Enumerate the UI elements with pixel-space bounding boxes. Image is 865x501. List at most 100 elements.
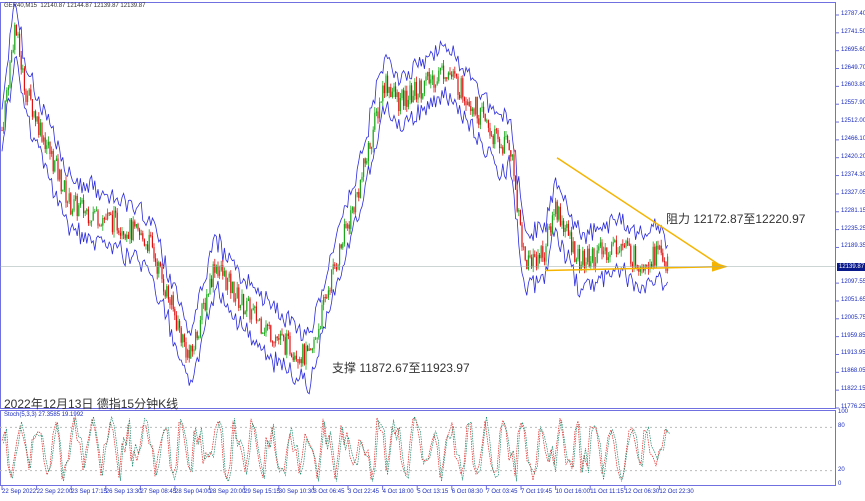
candle-body bbox=[372, 129, 374, 147]
candle-body bbox=[537, 254, 539, 268]
stochastic-label: Stoch(5,3,3) 27.3585 19.1992 bbox=[4, 412, 84, 418]
candle-body bbox=[41, 122, 43, 142]
candle-body bbox=[561, 220, 563, 226]
candle-body bbox=[183, 334, 185, 343]
y-tick-label: 11776.25 bbox=[841, 404, 865, 410]
candle-body bbox=[335, 266, 337, 270]
candle-body bbox=[20, 55, 22, 70]
candle-body bbox=[630, 245, 632, 264]
candle-body bbox=[521, 224, 523, 248]
x-tick-label: 7 Oct 19:45 bbox=[521, 489, 553, 495]
candle-body bbox=[268, 324, 270, 326]
candle-body bbox=[110, 213, 112, 216]
candle-body bbox=[145, 244, 147, 246]
candle-body bbox=[9, 61, 11, 88]
x-tick-label: 22 Sep 22:00 bbox=[36, 489, 73, 495]
candle-body bbox=[212, 264, 214, 287]
candle-body bbox=[415, 81, 417, 100]
candle-body bbox=[559, 206, 561, 226]
candle-body bbox=[631, 263, 633, 267]
candle-body bbox=[463, 97, 465, 102]
candle-body bbox=[579, 249, 581, 271]
candle-body bbox=[404, 90, 406, 106]
candle-body bbox=[473, 108, 475, 115]
y-tick-label: 12235.25 bbox=[841, 225, 865, 232]
candle-body bbox=[363, 158, 365, 177]
x-tick-label: 11 Oct 11:15 bbox=[590, 489, 624, 495]
candle-body bbox=[375, 111, 377, 113]
candle-body bbox=[471, 108, 473, 112]
candle-body bbox=[411, 85, 413, 103]
candle-body bbox=[156, 262, 158, 274]
candle-body bbox=[515, 175, 517, 190]
candle-body bbox=[403, 90, 405, 106]
candle-body bbox=[207, 294, 209, 296]
candle-body bbox=[574, 241, 576, 262]
candle-body bbox=[108, 212, 110, 214]
candle-body bbox=[206, 294, 208, 311]
candle-body bbox=[62, 189, 64, 192]
candle-body bbox=[535, 256, 537, 268]
candle-body bbox=[107, 212, 109, 220]
candle-body bbox=[657, 245, 659, 250]
candle-body bbox=[604, 247, 606, 251]
candle-body bbox=[390, 87, 392, 98]
stoch-signal-line bbox=[1, 417, 669, 481]
candle-body bbox=[659, 245, 661, 250]
candle-body bbox=[527, 255, 529, 270]
candle-body bbox=[299, 359, 301, 363]
candle-body bbox=[651, 264, 653, 268]
candles bbox=[1, 22, 669, 370]
candle-body bbox=[487, 120, 489, 128]
candle-body bbox=[446, 77, 448, 79]
candle-body bbox=[286, 333, 288, 355]
candle-body bbox=[187, 350, 189, 358]
candle-body bbox=[407, 99, 409, 107]
candle-body bbox=[36, 116, 38, 122]
x-tick-label: 26 Sep 13:30 bbox=[105, 489, 142, 495]
x-tick-label: 3 Oct 22:45 bbox=[348, 489, 380, 495]
candle-body bbox=[531, 257, 533, 268]
candle-body bbox=[339, 244, 341, 265]
candle-body bbox=[254, 306, 256, 309]
candle-body bbox=[321, 304, 323, 329]
candle-body bbox=[22, 68, 24, 70]
candle-body bbox=[172, 295, 174, 310]
candle-body bbox=[190, 345, 192, 359]
candle-body bbox=[275, 336, 277, 344]
candle-body bbox=[438, 70, 440, 82]
candle-body bbox=[481, 106, 483, 108]
candle-body bbox=[175, 315, 177, 330]
candle-body bbox=[238, 287, 240, 308]
candle-body bbox=[211, 278, 213, 287]
candle-body bbox=[350, 210, 352, 229]
candle-body bbox=[68, 193, 70, 202]
candle-body bbox=[307, 345, 309, 351]
candle-body bbox=[267, 324, 269, 326]
candle-body bbox=[46, 145, 48, 150]
x-tick-label: 6 Oct 08:30 bbox=[451, 489, 483, 495]
candle-body bbox=[419, 80, 421, 94]
candle-body bbox=[489, 127, 491, 136]
candle-body bbox=[356, 192, 358, 195]
candle-body bbox=[228, 273, 230, 278]
candle-body bbox=[105, 218, 107, 220]
x-tick-label: 12 Oct 06:30 bbox=[624, 489, 660, 495]
candle-body bbox=[137, 223, 139, 230]
candle-body bbox=[171, 295, 173, 305]
candle-body bbox=[580, 264, 582, 271]
candle-body bbox=[220, 265, 222, 271]
candle-body bbox=[529, 255, 531, 258]
candle-body bbox=[84, 211, 86, 214]
candle-body bbox=[209, 278, 211, 295]
candle-body bbox=[236, 287, 238, 299]
candle-body bbox=[129, 219, 131, 239]
candle-body bbox=[63, 180, 65, 190]
candle-body bbox=[230, 273, 232, 294]
candle-body bbox=[116, 212, 118, 231]
y-tick-label: 12695.60 bbox=[841, 46, 865, 53]
candle-body bbox=[131, 219, 133, 241]
candle-body bbox=[57, 158, 59, 180]
candle-body bbox=[11, 51, 13, 62]
